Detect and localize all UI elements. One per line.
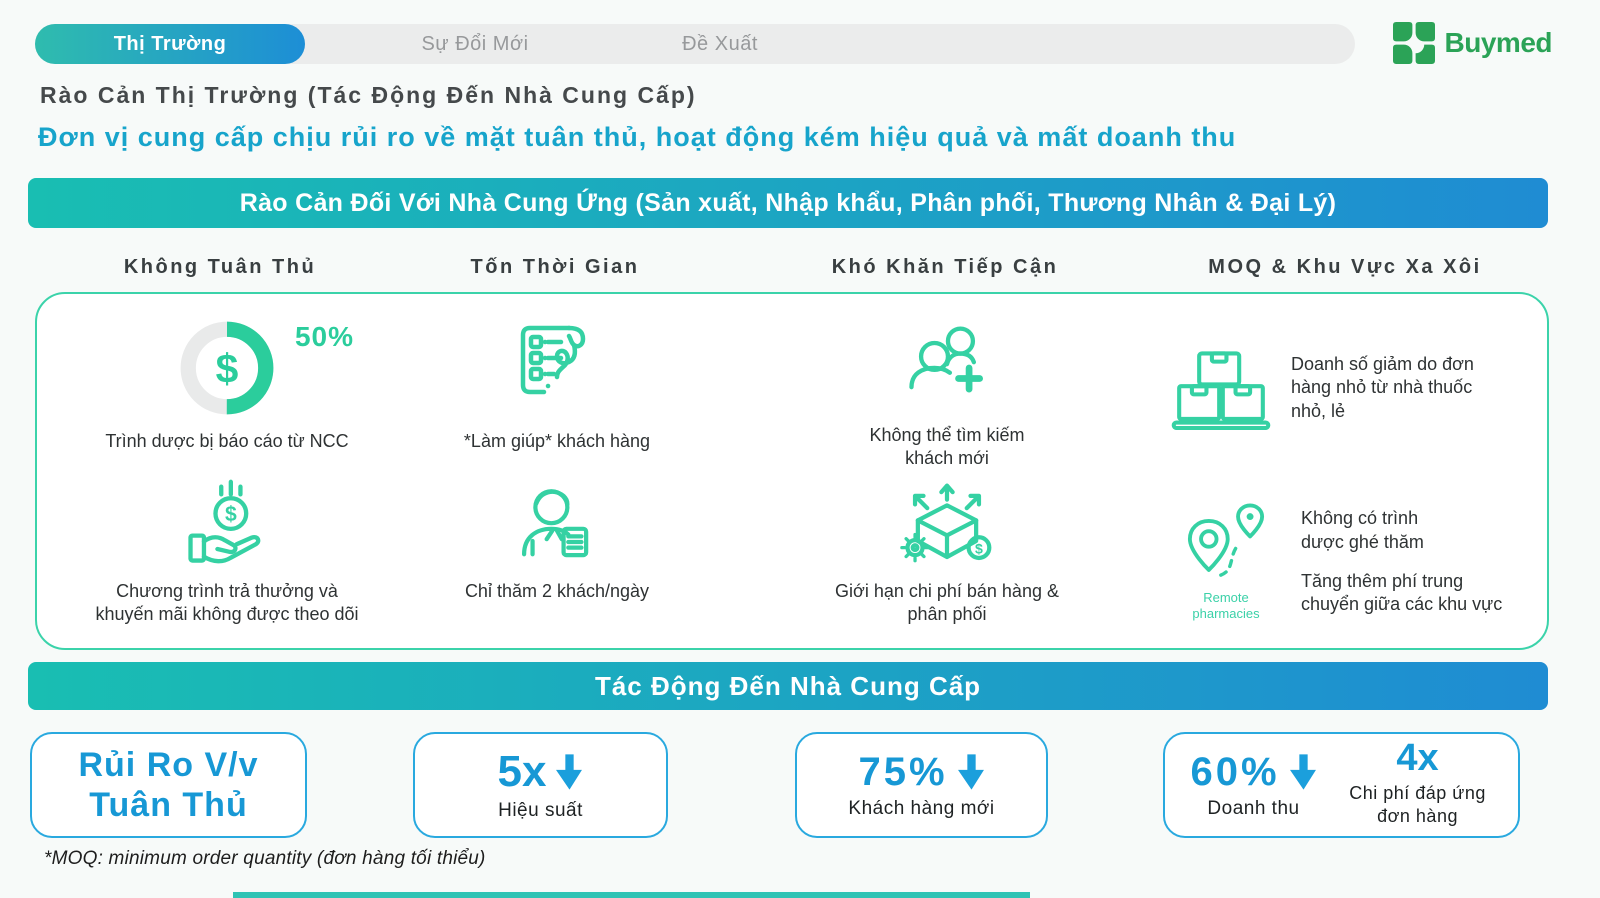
arrow-down-icon xyxy=(957,754,984,790)
stat-value: Rủi Ro V/v Tuân Thủ xyxy=(78,745,259,824)
buymed-logo-icon xyxy=(1392,22,1435,64)
moq-footnote: *MOQ: minimum order quantity (đơn hàng t… xyxy=(44,848,486,869)
buymed-wordmark: Buymed xyxy=(1444,27,1553,58)
barrier-item: Doanh số giảm do đơn hàng nhỏ từ nhà thu… xyxy=(1157,294,1535,468)
barrier-item-label: Doanh số giảm do đơn hàng nhỏ từ nhà thu… xyxy=(1291,353,1474,421)
barrier-column-moq: Doanh số giảm do đơn hàng nhỏ từ nhà thu… xyxy=(1157,294,1535,648)
barrier-item: $ 50% Trình dược bị báo cáo từ NCC xyxy=(57,294,397,470)
barrier-item-label: Không thể tìm kiếm khách mới xyxy=(869,424,1025,468)
tab-label: Đề Xuất xyxy=(682,32,758,55)
barrier-column-time: *Làm giúp* khách hàng Chỉ thăm 2 khách/n… xyxy=(387,294,727,648)
barrier-item: Chỉ thăm 2 khách/ngày xyxy=(387,470,727,646)
stat-efficiency: 5x Hiệu suất xyxy=(413,732,668,838)
column-header-time: Tốn Thời Gian xyxy=(470,256,640,278)
stat-value: 60% xyxy=(1190,749,1280,794)
buymed-logo: Buymed xyxy=(1392,22,1553,64)
svg-text:$: $ xyxy=(225,503,237,526)
column-header-compliance: Không Tuân Thủ xyxy=(123,256,317,278)
barriers-banner: Rào Cản Đối Với Nhà Cung Ứng (Sản xuất, … xyxy=(28,178,1548,228)
barrier-item: $ Giới hạn chi phí bán hàng & phân phối xyxy=(777,470,1117,646)
barrier-item: Không thể tìm kiếm khách mới xyxy=(777,294,1117,470)
tab-su-doi-moi[interactable]: Sự Đổi Mới xyxy=(355,24,595,64)
add-customer-icon xyxy=(909,326,983,393)
svg-text:$: $ xyxy=(975,540,983,556)
barrier-item: Remote pharmacies Không có trình dược gh… xyxy=(1157,468,1535,642)
barrier-item-label: *Làm giúp* khách hàng xyxy=(463,431,651,451)
stat-value: 75% xyxy=(858,749,948,794)
column-header-moq: MOQ & Khu Vực Xa Xôi xyxy=(1208,256,1482,278)
tab-label: Thị Trường xyxy=(113,32,227,55)
barrier-item-label: Giới hạn chi phí bán hàng & phân phối xyxy=(835,581,1059,625)
tab-label: Sự Đổi Mới xyxy=(421,32,529,55)
route-pins-caption: Remote pharmacies xyxy=(1192,589,1260,621)
arrow-down-icon xyxy=(556,754,583,790)
stat-label: Doanh thu xyxy=(1207,797,1300,819)
svg-text:$: $ xyxy=(216,345,239,391)
stat-value: 4x xyxy=(1396,737,1439,779)
barrier-item: $ Chương trình trả thưởng và khuyến mãi … xyxy=(57,470,397,646)
impact-banner-text: Tác Động Đến Nhà Cung Cấp xyxy=(594,670,982,701)
page-title: Rào Cản Thị Trường (Tác Động Đến Nhà Cun… xyxy=(40,82,697,108)
checklist-hand-icon xyxy=(520,325,586,395)
stat-label: Khách hàng mới xyxy=(848,797,995,819)
bottom-accent-bar xyxy=(233,892,1030,898)
barrier-item-label: Không có trình dược ghé thăm xyxy=(1301,508,1424,552)
stat-label: Hiệu suất xyxy=(498,800,583,822)
column-header-access: Khó Khăn Tiếp Cận xyxy=(831,256,1059,278)
barriers-banner-text: Rào Cản Đối Với Nhà Cung Ứng (Sản xuất, … xyxy=(239,188,1337,217)
barrier-item-label: Chỉ thăm 2 khách/ngày xyxy=(464,581,650,601)
barriers-panel: $ 50% Trình dược bị báo cáo từ NCC $ xyxy=(35,292,1549,650)
arrow-down-icon xyxy=(1289,754,1316,790)
tab-bar: Thị Trường Sự Đổi Mới Đề Xuất xyxy=(35,24,1355,64)
barrier-column-access: Không thể tìm kiếm khách mới $ xyxy=(777,294,1117,648)
barrier-item-label: Trình dược bị báo cáo từ NCC xyxy=(105,431,349,451)
cube-arrows-icon: $ xyxy=(900,483,992,563)
donut-dollar-icon: $ xyxy=(180,321,274,414)
salesperson-icon xyxy=(521,489,589,558)
tab-de-xuat[interactable]: Đề Xuất xyxy=(605,24,835,64)
stacked-boxes-icon xyxy=(1171,351,1271,430)
stat-value: 5x xyxy=(497,747,547,797)
stat-new-customers: 75% Khách hàng mới xyxy=(795,732,1048,838)
stat-revenue-fulfillment: 60% Doanh thu 4x Chi phí đáp ứng đơn hàn… xyxy=(1163,732,1520,838)
route-pins-icon xyxy=(1187,503,1265,577)
tab-thi-truong[interactable]: Thị Trường xyxy=(35,24,305,64)
stat-compliance-risk: Rủi Ro V/v Tuân Thủ xyxy=(30,732,307,838)
hand-coin-icon: $ xyxy=(188,479,261,564)
barrier-column-compliance: $ 50% Trình dược bị báo cáo từ NCC $ xyxy=(57,294,397,648)
donut-percentage: 50% xyxy=(294,320,354,352)
stat-label: Chi phí đáp ứng đơn hàng xyxy=(1349,783,1486,826)
page-subtitle: Đơn vị cung cấp chịu rủi ro về mặt tuân … xyxy=(38,122,1237,152)
barrier-item-label: Tăng thêm phí trung chuyển giữa các khu … xyxy=(1301,571,1503,615)
impact-banner: Tác Động Đến Nhà Cung Cấp xyxy=(28,662,1548,710)
barrier-item-label: Chương trình trả thưởng và khuyến mãi kh… xyxy=(95,581,359,625)
barrier-item: *Làm giúp* khách hàng xyxy=(387,294,727,470)
